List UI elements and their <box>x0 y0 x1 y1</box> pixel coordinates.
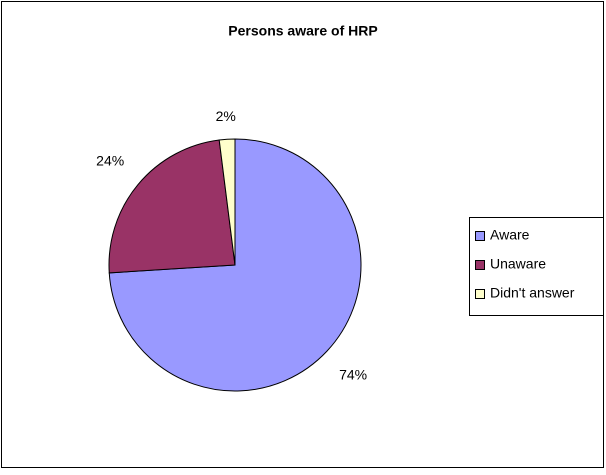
legend-label: Didn't answer <box>490 285 575 301</box>
pie-slice <box>218 138 236 266</box>
chart-title: Persons aware of HRP <box>228 23 377 39</box>
legend-label: Aware <box>490 227 530 243</box>
legend-swatch <box>475 260 485 270</box>
data-label: 2% <box>216 108 236 124</box>
data-label: 74% <box>339 367 367 383</box>
legend-box <box>469 217 604 316</box>
legend-swatch <box>475 231 485 241</box>
legend-label: Unaware <box>490 256 546 272</box>
data-label: 24% <box>96 152 124 168</box>
legend-swatch <box>475 289 485 299</box>
pie-slice <box>108 139 236 274</box>
